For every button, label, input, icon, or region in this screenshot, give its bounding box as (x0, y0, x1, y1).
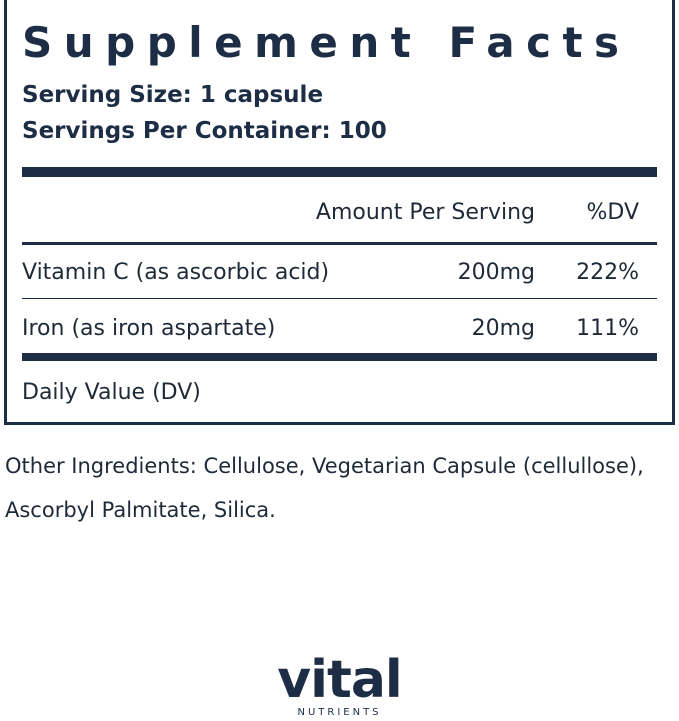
serving-size: Serving Size: 1 capsule (22, 82, 324, 108)
servings-per-container: Servings Per Container: 100 (22, 118, 387, 144)
brand-subtitle: NUTRIENTS (297, 707, 382, 718)
amount: 20mg (471, 316, 535, 341)
thick-rule (22, 353, 657, 361)
facts-panel (4, 0, 675, 425)
nutrient-name: Iron (as iron aspartate) (22, 316, 276, 341)
rule (22, 298, 657, 299)
amount: 200mg (457, 260, 535, 285)
column-header: %DV (586, 200, 639, 225)
thick-rule (22, 167, 657, 177)
panel-title: Supplement Facts (22, 18, 631, 67)
nutrient-name: Vitamin C (as ascorbic acid) (22, 260, 330, 285)
footnote: Daily Value (DV) (22, 380, 201, 405)
rule (22, 242, 657, 245)
column-header: Amount Per Serving (315, 200, 535, 225)
daily-value: 111% (576, 316, 639, 341)
brand-logo: vital (277, 650, 403, 710)
daily-value: 222% (576, 260, 639, 285)
other-ingredients: Other Ingredients: Cellulose, Vegetarian… (5, 454, 644, 522)
